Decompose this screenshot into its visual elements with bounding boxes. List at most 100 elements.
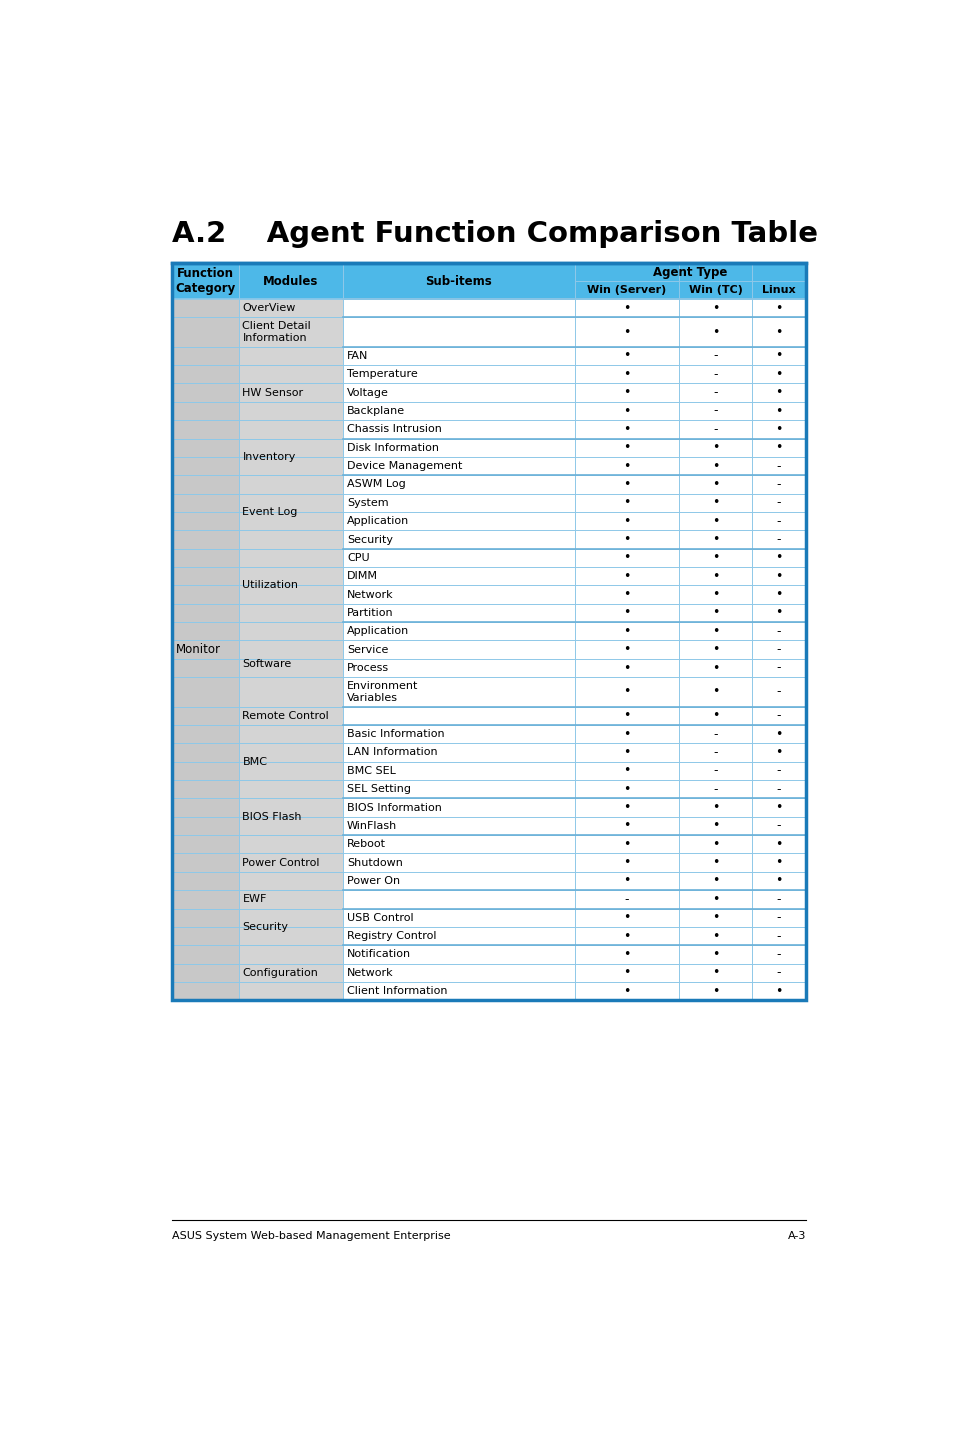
Text: Remote Control: Remote Control xyxy=(242,710,329,720)
Text: Disk Information: Disk Information xyxy=(347,443,438,453)
Text: -: - xyxy=(776,765,781,778)
Bar xyxy=(172,401,805,420)
Bar xyxy=(172,299,805,318)
Text: -: - xyxy=(776,515,781,528)
Text: •: • xyxy=(711,686,719,699)
Text: Process: Process xyxy=(347,663,389,673)
Text: System: System xyxy=(347,498,388,508)
Text: FAN: FAN xyxy=(347,351,368,361)
Bar xyxy=(172,549,805,567)
Text: Utilization: Utilization xyxy=(242,581,298,591)
Bar xyxy=(172,263,805,1001)
Text: Environment
Variables: Environment Variables xyxy=(347,682,418,703)
Text: LAN Information: LAN Information xyxy=(347,748,437,758)
Text: •: • xyxy=(711,325,719,338)
Bar xyxy=(172,779,805,798)
Text: •: • xyxy=(711,441,719,454)
Text: Partition: Partition xyxy=(347,608,394,618)
Text: Inventory: Inventory xyxy=(242,452,295,462)
Text: •: • xyxy=(622,782,630,795)
Bar xyxy=(238,623,343,706)
Text: Shutdown: Shutdown xyxy=(347,857,402,867)
Bar xyxy=(172,604,805,623)
Text: -: - xyxy=(624,893,628,906)
Text: CPU: CPU xyxy=(347,552,369,562)
Bar xyxy=(172,318,805,347)
Bar xyxy=(238,835,343,890)
Text: •: • xyxy=(711,929,719,942)
Bar xyxy=(172,640,805,659)
Text: -: - xyxy=(776,533,781,546)
Text: •: • xyxy=(622,569,630,582)
Text: •: • xyxy=(775,801,781,814)
Text: •: • xyxy=(622,607,630,620)
Text: Temperature: Temperature xyxy=(347,370,417,380)
Text: •: • xyxy=(622,838,630,851)
Text: •: • xyxy=(775,569,781,582)
Bar xyxy=(172,743,805,762)
Text: Win (Server): Win (Server) xyxy=(586,285,666,295)
Text: Power Control: Power Control xyxy=(242,857,319,867)
Text: •: • xyxy=(622,302,630,315)
Bar xyxy=(172,817,805,835)
Text: ASUS System Web-based Management Enterprise: ASUS System Web-based Management Enterpr… xyxy=(172,1231,450,1241)
Text: •: • xyxy=(711,948,719,961)
Bar xyxy=(238,798,343,835)
Text: Device Management: Device Management xyxy=(347,462,462,472)
Text: •: • xyxy=(711,569,719,582)
Text: •: • xyxy=(711,820,719,833)
Text: •: • xyxy=(775,441,781,454)
Text: -: - xyxy=(713,349,717,362)
Text: Event Log: Event Log xyxy=(242,508,297,518)
Bar xyxy=(172,725,805,743)
Bar xyxy=(238,318,343,347)
Bar xyxy=(172,798,805,817)
Text: Notification: Notification xyxy=(347,949,411,959)
Text: -: - xyxy=(776,460,781,473)
Text: •: • xyxy=(622,496,630,509)
Text: •: • xyxy=(622,948,630,961)
Bar xyxy=(238,347,343,439)
Text: •: • xyxy=(711,607,719,620)
Text: -: - xyxy=(776,929,781,942)
Text: •: • xyxy=(775,985,781,998)
Text: •: • xyxy=(711,966,719,979)
Text: •: • xyxy=(622,325,630,338)
Text: •: • xyxy=(775,746,781,759)
Text: •: • xyxy=(711,588,719,601)
Bar xyxy=(172,420,805,439)
Text: •: • xyxy=(622,765,630,778)
Text: •: • xyxy=(622,624,630,638)
Text: •: • xyxy=(622,874,630,887)
Text: •: • xyxy=(711,874,719,887)
Text: •: • xyxy=(711,856,719,869)
Text: •: • xyxy=(775,588,781,601)
Text: •: • xyxy=(622,533,630,546)
Text: •: • xyxy=(622,643,630,656)
Bar xyxy=(238,439,343,476)
Text: A-3: A-3 xyxy=(786,1231,805,1241)
Text: Configuration: Configuration xyxy=(242,968,318,978)
Text: Backplane: Backplane xyxy=(347,406,405,416)
Bar xyxy=(172,853,805,871)
Text: •: • xyxy=(775,325,781,338)
Text: •: • xyxy=(622,801,630,814)
Text: Reboot: Reboot xyxy=(347,840,386,850)
Bar xyxy=(172,585,805,604)
Text: Application: Application xyxy=(347,627,409,636)
Text: •: • xyxy=(622,661,630,674)
Text: Linux: Linux xyxy=(761,285,795,295)
Bar xyxy=(172,706,805,725)
Text: Application: Application xyxy=(347,516,409,526)
Text: •: • xyxy=(775,607,781,620)
Text: Software: Software xyxy=(242,660,292,669)
Text: A.2    Agent Function Comparison Table: A.2 Agent Function Comparison Table xyxy=(172,220,817,249)
Bar xyxy=(238,945,343,1001)
Text: -: - xyxy=(776,948,781,961)
Text: •: • xyxy=(622,966,630,979)
Text: -: - xyxy=(776,643,781,656)
Text: -: - xyxy=(776,686,781,699)
Text: -: - xyxy=(713,728,717,741)
Text: •: • xyxy=(622,404,630,417)
Bar xyxy=(238,706,343,725)
